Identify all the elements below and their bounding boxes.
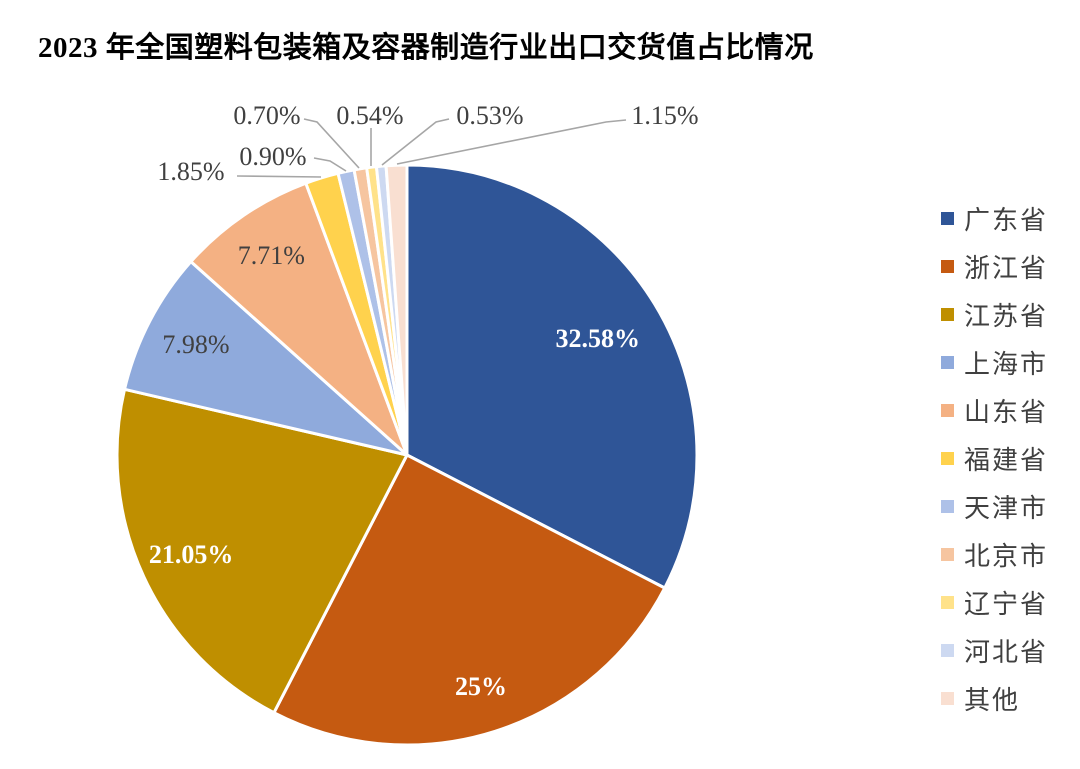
legend-swatch-icon bbox=[941, 403, 954, 417]
legend-label: 上海市 bbox=[964, 349, 1049, 379]
pie-slice-其他 bbox=[384, 163, 409, 457]
legend-label: 山东省 bbox=[964, 397, 1049, 427]
legend-swatch-icon bbox=[941, 307, 954, 321]
legend-item-江苏省: 江苏省 bbox=[941, 290, 1048, 338]
legend-label: 河北省 bbox=[964, 637, 1049, 667]
legend-label: 福建省 bbox=[964, 445, 1049, 475]
pie-slice-浙江省 bbox=[272, 453, 667, 747]
legend-label: 其他 bbox=[964, 685, 1021, 715]
legend-swatch-icon bbox=[941, 259, 954, 273]
legend-swatch-icon bbox=[941, 355, 954, 369]
legend-swatch-icon bbox=[941, 499, 954, 513]
legend-label: 广东省 bbox=[964, 205, 1049, 235]
leader-line-qita bbox=[396, 119, 627, 165]
leader-line-tianjin bbox=[313, 157, 347, 172]
pie-slice-江苏省 bbox=[115, 387, 409, 715]
pie-slices bbox=[115, 163, 699, 747]
legend-item-福建省: 福建省 bbox=[941, 434, 1048, 482]
legend-swatch-icon bbox=[941, 211, 954, 225]
legend-label: 北京市 bbox=[964, 541, 1049, 571]
chart-title: 2023 年全国塑料包装箱及容器制造行业出口交货值占比情况 bbox=[38, 32, 814, 64]
pie-slice-上海市 bbox=[123, 260, 409, 457]
legend-label: 江苏省 bbox=[964, 301, 1049, 331]
legend-swatch-icon bbox=[941, 451, 954, 465]
legend-swatch-icon bbox=[941, 595, 954, 609]
legend-item-上海市: 上海市 bbox=[941, 338, 1048, 386]
legend-item-辽宁省: 辽宁省 bbox=[941, 578, 1048, 626]
legend-item-广东省: 广东省 bbox=[941, 194, 1048, 242]
leader-line-beijing bbox=[303, 118, 360, 169]
legend-swatch-icon bbox=[941, 643, 954, 657]
leader-line-hebei bbox=[381, 118, 450, 166]
pie-slice-山东省 bbox=[189, 181, 409, 457]
leader-line-fujian bbox=[236, 175, 322, 178]
legend-item-河北省: 河北省 bbox=[941, 626, 1048, 674]
legend-label: 辽宁省 bbox=[964, 589, 1049, 619]
legend-item-浙江省: 浙江省 bbox=[941, 242, 1048, 290]
legend: 广东省浙江省江苏省上海市山东省福建省天津市北京市辽宁省河北省其他 bbox=[941, 194, 1048, 722]
legend-label: 浙江省 bbox=[964, 253, 1049, 283]
legend-item-其他: 其他 bbox=[941, 674, 1048, 722]
legend-swatch-icon bbox=[941, 691, 954, 705]
legend-label: 天津市 bbox=[964, 493, 1049, 523]
legend-item-天津市: 天津市 bbox=[941, 482, 1048, 530]
leader-lines bbox=[236, 118, 627, 178]
legend-item-北京市: 北京市 bbox=[941, 530, 1048, 578]
legend-item-山东省: 山东省 bbox=[941, 386, 1048, 434]
pie-slice-广东省 bbox=[405, 163, 699, 590]
legend-swatch-icon bbox=[941, 547, 954, 561]
